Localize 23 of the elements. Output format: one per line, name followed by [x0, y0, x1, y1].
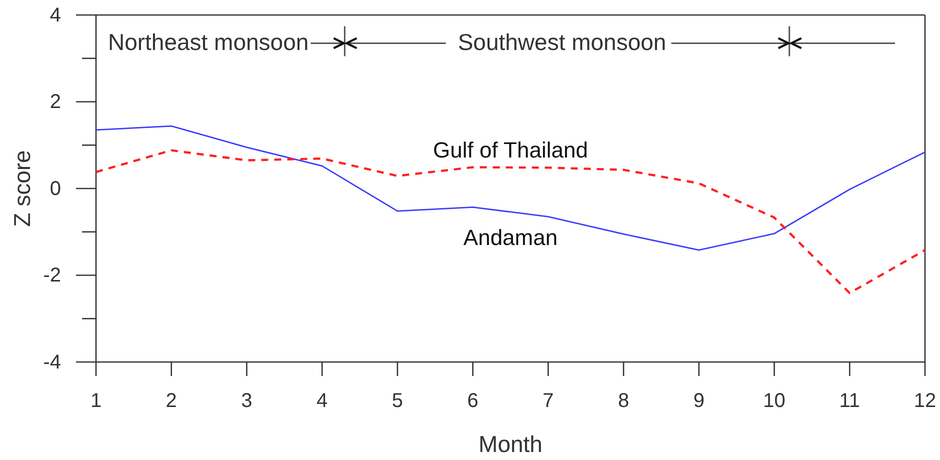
x-tick-label: 2 [166, 390, 177, 412]
x-tick-label: 8 [618, 390, 630, 412]
x-tick-label: 9 [693, 390, 704, 412]
y-tick-label: -2 [43, 264, 61, 287]
y-tick-label: 0 [50, 178, 61, 200]
y-axis-title: Z score [9, 150, 35, 227]
annotation: Southwest monsoon [458, 29, 666, 56]
x-tick-label: 1 [90, 390, 102, 412]
y-tick-label: -4 [43, 351, 61, 374]
series-label: Andaman [463, 224, 558, 250]
x-tick-label: 5 [392, 390, 404, 412]
x-tick-label: 7 [542, 390, 554, 412]
y-tick-label: 2 [50, 91, 61, 114]
x-tick-label: 10 [763, 390, 786, 412]
x-tick-label: 6 [467, 390, 478, 412]
x-axis-title: Month [478, 431, 542, 457]
x-tick-label: 12 [914, 390, 936, 412]
annotation: Northeast monsoon [108, 29, 309, 56]
x-tick-label: 3 [241, 390, 252, 412]
x-tick-label: 11 [839, 390, 860, 412]
x-tick-label: 4 [316, 390, 328, 412]
y-tick-label: 4 [50, 4, 61, 26]
series-label: Gulf of Thailand [433, 137, 588, 162]
